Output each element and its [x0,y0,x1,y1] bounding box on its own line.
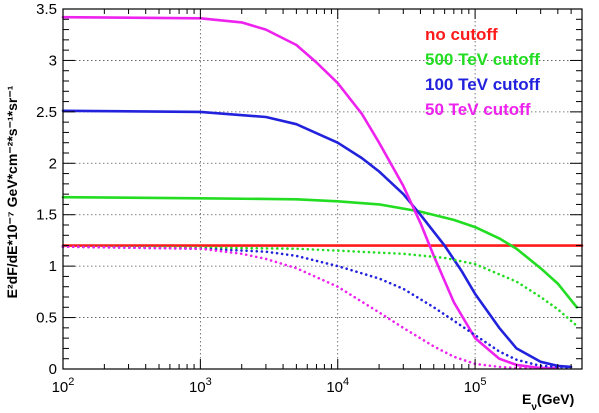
x-axis-label-unit: (GeV) [537,391,574,407]
legend: no cutoff 500 TeV cutoff 100 TeV cutoff 50 … [425,25,540,119]
x-tick-labels: 102 103 104 105 [52,376,487,396]
y-tick-label: 0.5 [36,310,57,327]
legend-entry: 500 TeV cutoff [425,50,540,69]
y-tick-label: 1 [49,258,57,275]
y-tick-labels: 0 0.5 1 1.5 2 2.5 3 3.5 [36,1,57,378]
series-lines [61,15,584,370]
series-500-tev-cutoff-solid-line [61,195,579,309]
legend-entry: 50 TeV cutoff [425,100,531,119]
y-tick-label: 3 [49,52,57,69]
x-tick-label-base: 10 [326,379,343,396]
y-axis-label: E²dF/dE*10⁻⁷ GeV*cm⁻²*s⁻¹*sr⁻¹ [4,85,20,298]
axis-ticks [62,8,583,370]
series-unnamed-dotted-line [61,245,573,370]
y-tick-label: 2.5 [36,104,57,121]
x-tick-label: 103 [189,376,212,396]
legend-entry: no cutoff [425,25,498,44]
x-tick-label: 102 [52,376,75,396]
plot-frame [62,8,583,370]
y-tick-label: 0 [49,361,57,378]
x-axis-label: Eν(GeV) [522,391,574,413]
series-unnamed-dotted-line [61,245,579,328]
x-tick-label-exponent: 3 [206,376,212,388]
y-tick-label: 2 [49,155,57,172]
series-100-tev-cutoff-solid-line [61,109,573,369]
x-tick-label-base: 10 [52,379,69,396]
series-unnamed-dotted-line [61,245,542,370]
x-axis-label-main: E [522,391,531,407]
x-tick-label-base: 10 [189,379,206,396]
x-tick-label-exponent: 5 [480,376,486,388]
x-tick-label: 104 [326,376,349,396]
y-tick-label: 3.5 [36,1,57,18]
legend-entry: 100 TeV cutoff [425,75,540,94]
x-tick-label-base: 10 [464,379,481,396]
x-tick-label: 105 [464,376,487,396]
y-tick-label: 1.5 [36,207,57,224]
x-axis-label-sub: ν [531,402,537,413]
x-tick-label-exponent: 2 [68,376,74,388]
x-tick-label-exponent: 4 [343,376,349,388]
series-50-tev-cutoff-solid-line [61,15,560,370]
grid-lines [63,9,582,369]
